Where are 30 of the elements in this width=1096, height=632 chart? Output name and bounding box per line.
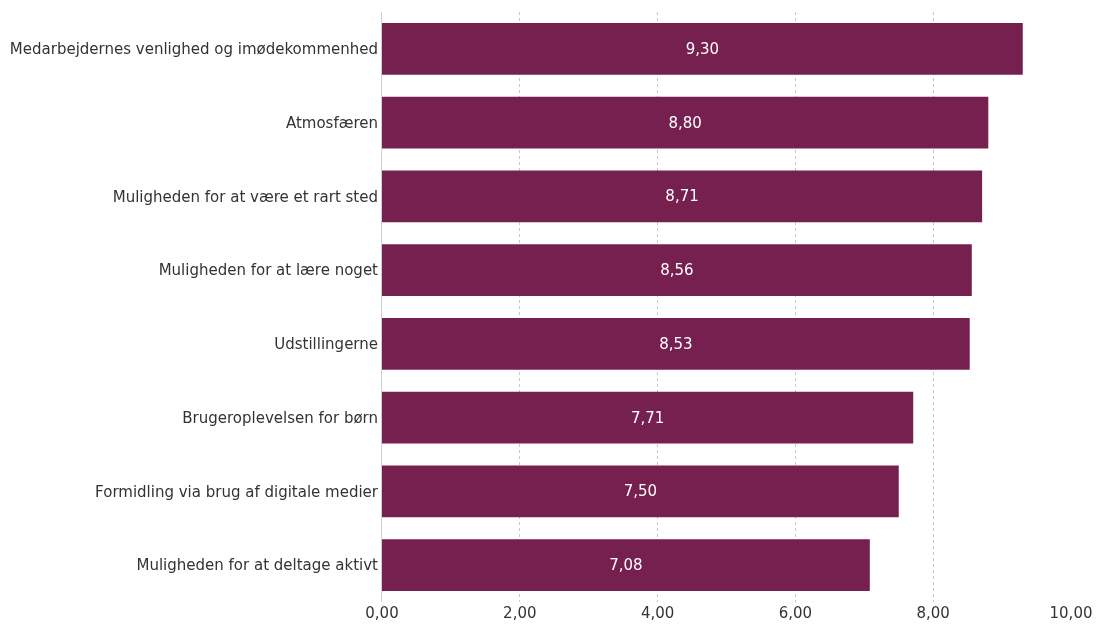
x-tick-label: 8,00	[916, 604, 950, 622]
data-label: 8,71	[665, 187, 699, 206]
bar	[382, 318, 970, 370]
x-tick-label: 4,00	[640, 604, 675, 622]
x-tick-label: 10,00	[1049, 604, 1093, 622]
y-tick-label: Muligheden for at være et rart sted	[112, 187, 378, 206]
data-label: 8,53	[659, 334, 693, 353]
bar	[382, 170, 983, 223]
bar	[382, 391, 914, 444]
bar	[382, 244, 972, 296]
x-tick-label: 6,00	[778, 604, 813, 622]
bar	[382, 23, 1023, 75]
y-tick-label: Atmosfæren	[285, 113, 378, 132]
bar	[382, 465, 899, 518]
bar	[382, 539, 870, 591]
data-label: 8,56	[660, 261, 694, 280]
data-label: 8,80	[668, 113, 702, 132]
y-tick-label: Muligheden for at deltage aktivt	[136, 556, 379, 575]
y-tick-label: Medarbejdernes venlighed og imødekommenhed	[9, 40, 378, 59]
bar	[382, 96, 989, 149]
data-label: 7,08	[609, 556, 643, 575]
data-label: 7,71	[630, 408, 665, 427]
data-label: 7,50	[623, 482, 658, 501]
data-label: 9,30	[685, 39, 720, 58]
y-tick-label: Brugeroplevelsen for børn	[182, 408, 378, 427]
y-tick-label: Udstillingerne	[274, 335, 378, 354]
y-tick-label: Formidling via brug af digitale medier	[95, 482, 379, 501]
x-tick-label: 2,00	[503, 604, 537, 622]
x-tick-label: 0,00	[365, 604, 399, 622]
y-tick-label: Muligheden for at lære noget	[158, 261, 379, 280]
